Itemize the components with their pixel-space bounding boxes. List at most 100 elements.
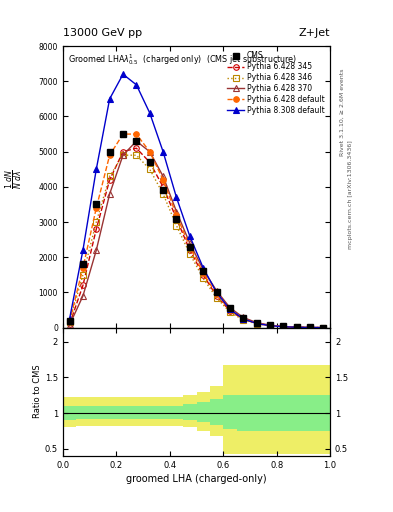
Pythia 6.428 default [228, 307, 232, 313]
Pythia 6.428 345 [281, 324, 286, 330]
CMS [107, 148, 112, 155]
Pythia 6.428 345 [268, 323, 272, 329]
Y-axis label: Ratio to CMS: Ratio to CMS [33, 365, 42, 418]
Pythia 6.428 default [134, 131, 139, 137]
Pythia 8.308 default [161, 148, 165, 155]
Pythia 8.308 default [147, 110, 152, 116]
Pythia 6.428 370 [107, 191, 112, 197]
Pythia 6.428 370 [294, 324, 299, 330]
Pythia 8.308 default [281, 324, 286, 330]
Text: mcplots.cern.ch [arXiv:1306.3436]: mcplots.cern.ch [arXiv:1306.3436] [348, 140, 353, 249]
Pythia 6.428 346 [281, 324, 286, 330]
Pythia 6.428 345 [321, 325, 326, 331]
Pythia 6.428 345 [161, 184, 165, 190]
CMS [308, 324, 312, 330]
Pythia 8.308 default [81, 247, 85, 253]
Pythia 6.428 346 [107, 173, 112, 179]
Legend: CMS, Pythia 6.428 345, Pythia 6.428 346, Pythia 6.428 370, Pythia 6.428 default,: CMS, Pythia 6.428 345, Pythia 6.428 346,… [226, 50, 326, 117]
Pythia 6.428 370 [241, 314, 246, 321]
Pythia 6.428 default [147, 148, 152, 155]
Pythia 6.428 default [268, 323, 272, 329]
Pythia 6.428 345 [94, 226, 99, 232]
Pythia 8.308 default [174, 195, 179, 201]
Pythia 8.308 default [241, 316, 246, 322]
Pythia 6.428 370 [81, 293, 85, 299]
Pythia 6.428 370 [174, 208, 179, 215]
CMS [187, 244, 192, 250]
Pythia 6.428 370 [147, 148, 152, 155]
Pythia 6.428 345 [187, 247, 192, 253]
Pythia 8.308 default [268, 323, 272, 329]
Pythia 8.308 default [294, 324, 299, 330]
Pythia 6.428 default [201, 270, 206, 276]
Pythia 6.428 default [67, 318, 72, 325]
Pythia 6.428 346 [67, 319, 72, 326]
Pythia 6.428 346 [294, 324, 299, 330]
CMS [228, 305, 232, 311]
Pythia 6.428 345 [228, 308, 232, 314]
Pythia 6.428 370 [281, 324, 286, 330]
Pythia 8.308 default [214, 289, 219, 295]
Pythia 6.428 345 [107, 177, 112, 183]
Pythia 8.308 default [187, 233, 192, 239]
CMS [281, 324, 286, 330]
Pythia 8.308 default [107, 96, 112, 102]
Line: Pythia 6.428 346: Pythia 6.428 346 [67, 153, 326, 330]
CMS [174, 216, 179, 222]
Pythia 6.428 345 [147, 159, 152, 165]
CMS [147, 159, 152, 165]
Text: Rivet 3.1.10, ≥ 2.6M events: Rivet 3.1.10, ≥ 2.6M events [340, 69, 345, 156]
Pythia 6.428 345 [294, 324, 299, 330]
Pythia 6.428 370 [201, 267, 206, 273]
Pythia 6.428 346 [268, 323, 272, 329]
Pythia 6.428 345 [201, 272, 206, 278]
Pythia 6.428 default [107, 152, 112, 158]
CMS [121, 131, 125, 137]
Pythia 8.308 default [94, 166, 99, 173]
CMS [214, 289, 219, 295]
Pythia 6.428 370 [308, 325, 312, 331]
CMS [67, 317, 72, 324]
CMS [94, 201, 99, 207]
Line: Pythia 6.428 default: Pythia 6.428 default [67, 131, 326, 330]
Pythia 6.428 346 [81, 272, 85, 278]
Pythia 6.428 370 [214, 288, 219, 294]
Pythia 8.308 default [134, 82, 139, 88]
Pythia 6.428 345 [308, 325, 312, 331]
Text: Groomed LHA$\lambda^1_{0.5}$  (charged only)  (CMS jet substructure): Groomed LHA$\lambda^1_{0.5}$ (charged on… [68, 52, 298, 67]
Pythia 6.428 345 [174, 216, 179, 222]
Pythia 6.428 default [214, 291, 219, 297]
Pythia 6.428 default [308, 325, 312, 331]
Pythia 6.428 346 [94, 219, 99, 225]
CMS [81, 261, 85, 267]
CMS [134, 138, 139, 144]
Pythia 6.428 370 [161, 173, 165, 179]
Pythia 6.428 345 [134, 145, 139, 151]
Pythia 6.428 346 [321, 325, 326, 331]
CMS [161, 187, 165, 194]
CMS [254, 319, 259, 326]
Pythia 6.428 345 [81, 283, 85, 289]
Line: Pythia 6.428 370: Pythia 6.428 370 [67, 138, 326, 330]
Pythia 6.428 default [121, 131, 125, 137]
CMS [201, 268, 206, 274]
Pythia 6.428 345 [254, 321, 259, 327]
CMS [268, 322, 272, 328]
Pythia 6.428 default [254, 320, 259, 326]
Pythia 6.428 370 [228, 305, 232, 311]
Pythia 6.428 346 [134, 152, 139, 158]
Pythia 8.308 default [67, 316, 72, 322]
Pythia 8.308 default [321, 325, 326, 331]
Pythia 6.428 default [161, 177, 165, 183]
Pythia 6.428 346 [228, 309, 232, 315]
Pythia 6.428 370 [254, 319, 259, 326]
Pythia 6.428 346 [201, 275, 206, 282]
Pythia 6.428 346 [254, 321, 259, 327]
Text: Z+Jet: Z+Jet [299, 28, 330, 38]
Pythia 8.308 default [308, 325, 312, 331]
Pythia 6.428 default [187, 244, 192, 250]
Pythia 6.428 default [321, 325, 326, 331]
Line: Pythia 8.308 default: Pythia 8.308 default [67, 72, 326, 330]
CMS [241, 315, 246, 321]
Pythia 6.428 345 [214, 293, 219, 299]
